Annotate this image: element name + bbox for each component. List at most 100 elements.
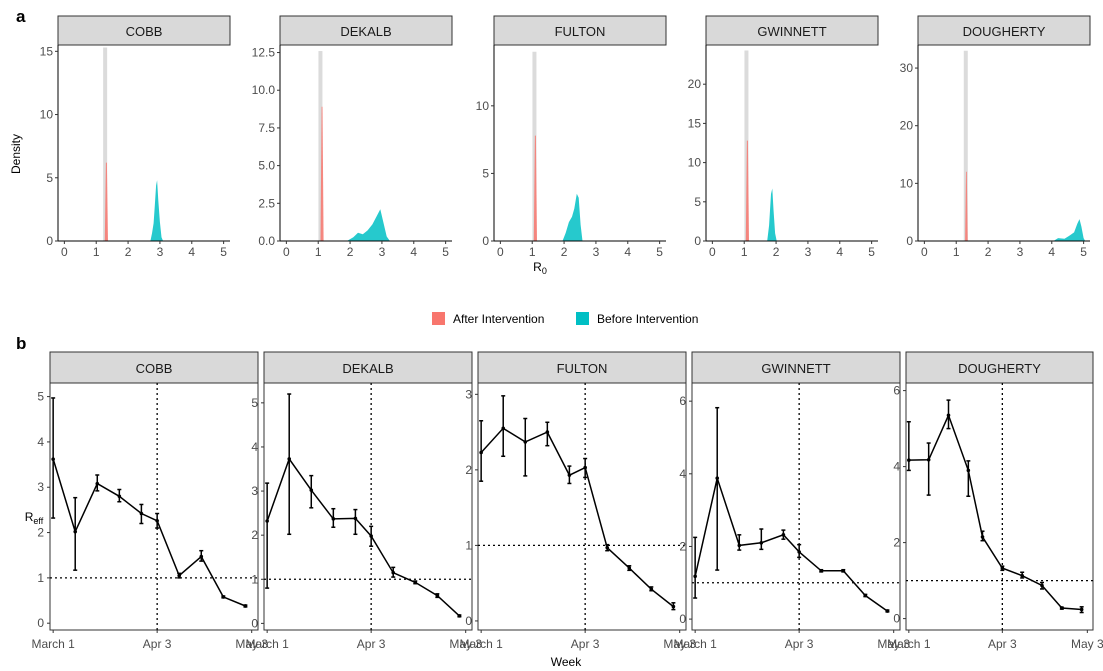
reff-point xyxy=(863,593,868,598)
y-tick-label: 10 xyxy=(900,176,914,190)
reff-point xyxy=(627,566,632,570)
x-tick-label: 1 xyxy=(315,245,322,259)
facet-dougherty: DOUGHERTY 0 10 20 30 0 1 2 3 4 5 xyxy=(900,15,1091,259)
reff-point xyxy=(309,488,314,492)
gray-density-spike xyxy=(318,51,323,242)
y-tick-label: 5 xyxy=(694,195,701,209)
x-tick-label: March 1 xyxy=(245,637,289,651)
reff-series-line xyxy=(266,457,460,617)
y-tick-label: 12.5 xyxy=(252,46,276,60)
panel-b-reff: COBB 0 1 2 3 4 5 March 1 Apr 3 May 3 DEKALB 0 1 2 3 4 5 M… xyxy=(31,351,1103,651)
legend-swatch-after xyxy=(432,312,445,325)
reff-point xyxy=(737,543,742,548)
gray-density-spike xyxy=(532,51,537,241)
y-tick-label: 4 xyxy=(251,440,258,454)
reff-point xyxy=(413,580,418,585)
reff-series-line xyxy=(908,413,1082,611)
reff-point xyxy=(177,573,182,578)
before-density-area xyxy=(767,188,777,241)
reff-point xyxy=(391,570,396,575)
reff-point xyxy=(51,457,55,461)
y-tick-label: 0 xyxy=(251,616,258,630)
x-tick-label: 5 xyxy=(656,245,663,259)
facet-gwinnett: GWINNETT 0 5 10 15 20 0 1 2 3 4 5 xyxy=(688,15,879,259)
y-tick-label: 2 xyxy=(679,539,686,553)
reff-point xyxy=(946,413,951,418)
y-tick-label: 20 xyxy=(900,119,914,133)
before-density-area xyxy=(150,180,164,241)
reff-point xyxy=(841,568,846,573)
x-tick-label: 1 xyxy=(529,245,536,259)
reff-point xyxy=(759,541,764,545)
x-tick-label: May 3 xyxy=(877,637,910,651)
reff-point xyxy=(353,516,358,521)
reff-point xyxy=(649,587,654,592)
week-axis-label: Week xyxy=(551,655,582,669)
y-tick-label: 4 xyxy=(893,460,900,474)
x-tick-label: 3 xyxy=(379,245,386,259)
y-tick-label: 1 xyxy=(251,572,258,586)
panel-a-label: a xyxy=(16,7,26,26)
y-tick-label: 6 xyxy=(679,394,686,408)
y-tick-label: 5 xyxy=(46,171,53,185)
x-tick-label: 4 xyxy=(188,245,195,259)
x-tick-label: 4 xyxy=(836,245,843,259)
facet-dekalb: DEKALB 0 1 2 3 4 5 March 1 Apr 3 May 3 xyxy=(245,351,482,651)
y-tick-label: 2 xyxy=(37,526,44,540)
reff-point xyxy=(715,476,720,480)
reff-point xyxy=(583,465,587,470)
x-tick-label: 2 xyxy=(561,245,568,259)
reff-point xyxy=(1040,583,1044,588)
before-density-area xyxy=(1053,219,1086,241)
after-density-area xyxy=(965,171,968,241)
facet-title: FULTON xyxy=(557,361,608,376)
facet-strip xyxy=(279,15,453,46)
reff-series-line xyxy=(52,458,246,607)
reff-point xyxy=(73,529,78,534)
x-tick-label: March 1 xyxy=(673,637,717,651)
y-tick-label: 4 xyxy=(37,435,44,449)
after-density-area xyxy=(320,106,324,241)
x-tick-label: Apr 3 xyxy=(143,637,172,651)
reff-point xyxy=(199,554,204,559)
reff-point xyxy=(693,574,697,579)
after-density-area xyxy=(104,162,108,241)
y-tick-label: 1 xyxy=(37,571,44,585)
x-tick-label: 0 xyxy=(283,245,290,259)
reff-point xyxy=(671,604,676,609)
y-tick-label: 10 xyxy=(476,99,490,113)
x-tick-label: 5 xyxy=(868,245,875,259)
facet-strip xyxy=(705,15,879,46)
facet-strip xyxy=(57,15,231,46)
density-axis-label: Density xyxy=(9,134,23,174)
x-tick-label: Apr 3 xyxy=(988,637,1017,651)
plot-border xyxy=(263,382,473,631)
x-tick-label: 5 xyxy=(220,245,227,259)
reff-point xyxy=(457,614,462,618)
before-density-area xyxy=(562,193,583,241)
y-tick-label: 2 xyxy=(893,536,900,550)
reff-point xyxy=(1000,566,1005,570)
after-density-area xyxy=(533,135,537,241)
y-tick-label: 5 xyxy=(251,396,258,410)
y-tick-label: 15 xyxy=(688,116,702,130)
facet-cobb: COBB 0 5 10 15 0 1 2 3 4 5 xyxy=(40,15,231,259)
before-density-area xyxy=(346,209,390,241)
x-tick-label: May 3 xyxy=(663,637,696,651)
facet-strip xyxy=(493,15,667,46)
x-tick-label: 2 xyxy=(985,245,992,259)
reff-point xyxy=(95,481,100,486)
reff-point xyxy=(287,457,292,461)
y-tick-label: 20 xyxy=(688,77,702,91)
reff-point xyxy=(265,519,269,523)
y-tick-label: 0 xyxy=(679,612,686,626)
gray-density-spike xyxy=(744,50,749,241)
reff-point xyxy=(797,550,801,554)
after-density-area xyxy=(745,140,749,241)
x-tick-label: 0 xyxy=(709,245,716,259)
legend-swatch-before xyxy=(576,312,589,325)
reff-point xyxy=(1020,573,1024,578)
x-tick-label: May 3 xyxy=(1071,637,1103,651)
y-tick-label: 0 xyxy=(694,234,701,248)
reff-point xyxy=(243,604,248,608)
